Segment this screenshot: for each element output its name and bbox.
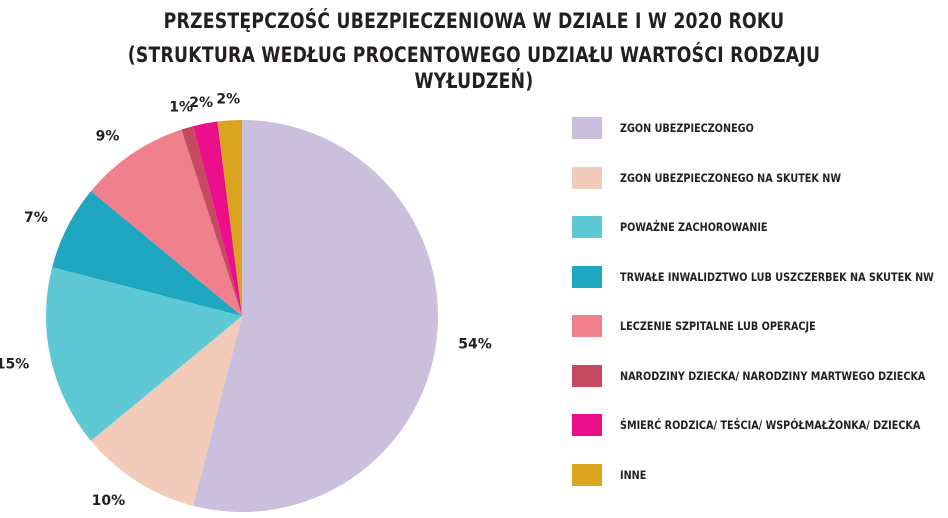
pie-slice — [90, 129, 242, 316]
legend-label: LECZENIE SZPITALNE LUB OPERACJE — [620, 319, 816, 333]
legend-item: TRWAŁE INWALIDZTWO LUB USZCZERBEK NA SKU… — [572, 265, 948, 288]
slice-label: 7% — [24, 210, 48, 226]
slice-label: 1% — [169, 100, 193, 116]
pie-slice — [193, 120, 439, 512]
legend-swatch — [572, 265, 602, 288]
slice-label: 15% — [0, 357, 29, 373]
legend-swatch — [572, 166, 602, 189]
legend-item: ZGON UBEZPIECZONEGO NA SKUTEK NW — [572, 166, 948, 189]
legend-item: LECZENIE SZPITALNE LUB OPERACJE — [572, 315, 948, 337]
legend-swatch — [572, 463, 602, 486]
pie-slice — [193, 121, 242, 316]
legend-label: NARODZINY DZIECKA/ NARODZINY MARTWEGO DZ… — [620, 368, 926, 383]
legend-swatch — [572, 315, 602, 337]
legend-item: ZGON UBEZPIECZONEGO — [572, 117, 948, 139]
legend-item: POWAŻNE ZACHOROWANIE — [572, 216, 948, 238]
pie-slice — [217, 120, 242, 316]
pie-slice — [46, 267, 243, 441]
pie-slice — [90, 316, 242, 506]
legend-item: INNE — [572, 463, 948, 486]
pie-slice — [181, 126, 242, 316]
slice-label: 10% — [92, 493, 126, 509]
slice-label: 2% — [216, 91, 240, 107]
legend-label: ŚMIERĆ RODZICA/ TEŚCIA/ WSPÓŁMAŁŻONKA/ D… — [620, 418, 921, 432]
slice-label: 54% — [458, 336, 492, 352]
slice-label: 2% — [189, 95, 213, 111]
pie-slice — [52, 191, 242, 316]
slice-label: 9% — [96, 129, 120, 145]
legend-label: POWAŻNE ZACHOROWANIE — [620, 220, 768, 234]
legend-item: ŚMIERĆ RODZICA/ TEŚCIA/ WSPÓŁMAŁŻONKA/ D… — [572, 414, 948, 436]
legend-label: TRWAŁE INWALIDZTWO LUB USZCZERBEK NA SKU… — [620, 269, 934, 284]
legend-item: NARODZINY DZIECKA/ NARODZINY MARTWEGO DZ… — [572, 364, 948, 387]
legend-label: ZGON UBEZPIECZONEGO — [620, 121, 754, 135]
chart-subtitle: (STRUKTURA WEDŁUG PROCENTOWEGO UDZIAŁU W… — [127, 43, 821, 93]
legend-swatch — [572, 414, 602, 436]
legend-swatch — [572, 216, 602, 238]
chart-title: PRZESTĘPCZOŚĆ UBEZPIECZENIOWA W DZIALE I… — [163, 9, 785, 33]
legend-swatch — [572, 117, 602, 139]
legend-label: INNE — [620, 467, 647, 482]
legend-label: ZGON UBEZPIECZONEGO NA SKUTEK NW — [620, 170, 841, 185]
legend-swatch — [572, 364, 602, 387]
